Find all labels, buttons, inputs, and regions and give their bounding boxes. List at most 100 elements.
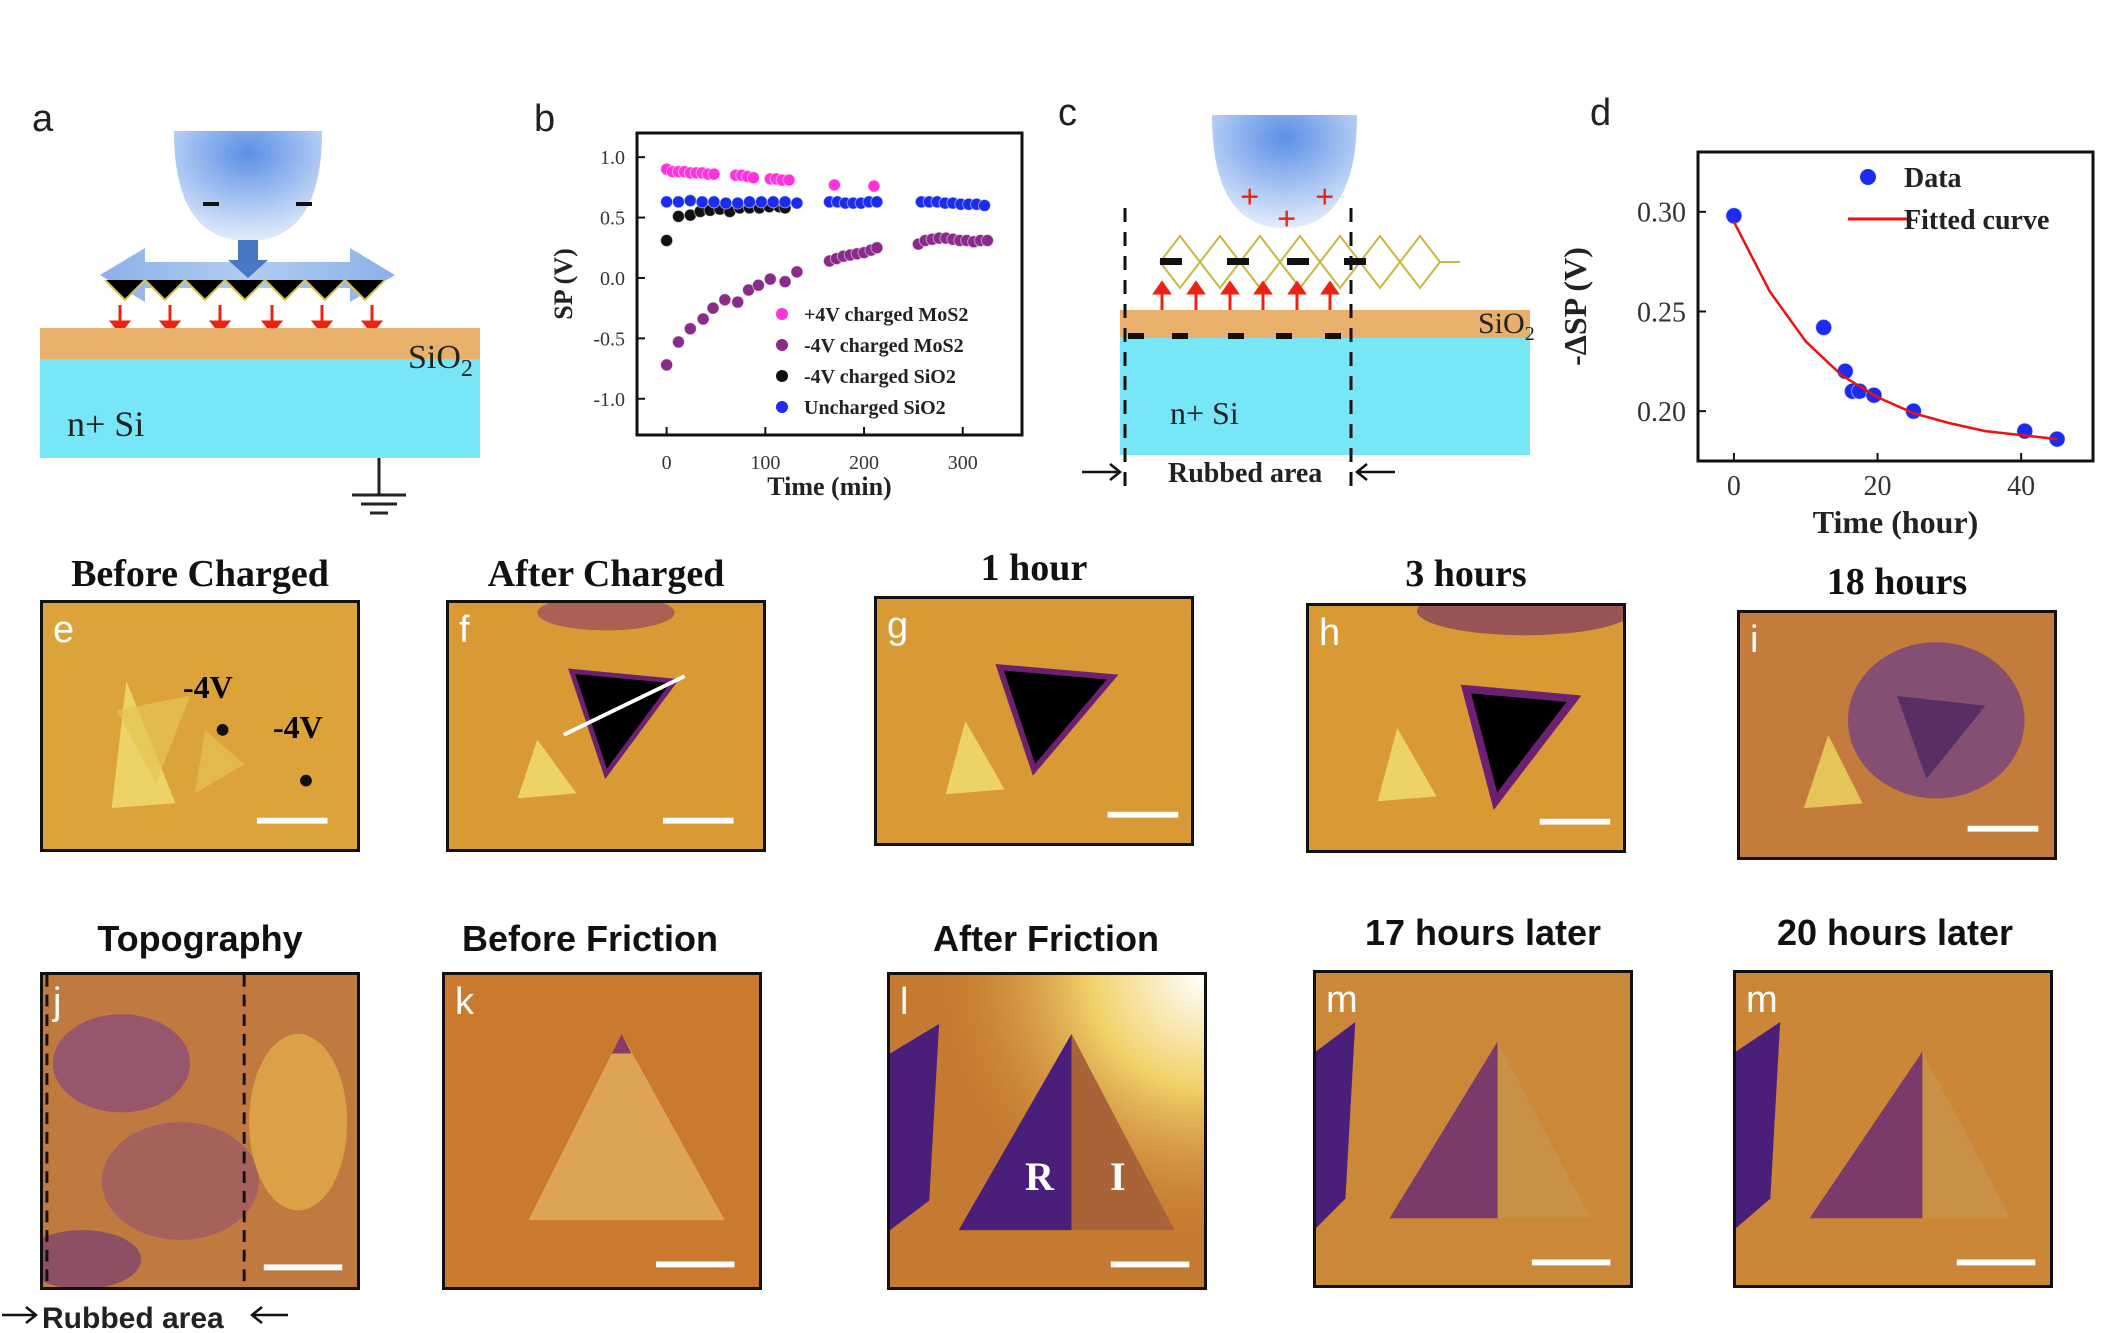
- y-tick-label: 0.5: [600, 208, 625, 230]
- data-point: [1725, 207, 1743, 225]
- x-tick-label: 0: [1727, 471, 1741, 502]
- legend-marker: [776, 370, 788, 382]
- legend-label: -4V charged MoS2: [804, 335, 964, 357]
- title-h: 3 hours: [1405, 553, 1527, 595]
- plot-frame: [635, 131, 1024, 437]
- sio2-label: SiO2: [408, 339, 473, 382]
- rubbed-area-label: Rubbed area: [1168, 458, 1322, 489]
- arrow-icons: [1082, 463, 1395, 481]
- data-point: [763, 272, 777, 286]
- data-point: [782, 173, 796, 187]
- panel-label-f: f: [459, 609, 470, 651]
- y-tick-label: -1.0: [593, 389, 625, 411]
- data-point: [1815, 318, 1833, 336]
- panel-label-i: i: [1750, 619, 1759, 661]
- data-point: [867, 179, 881, 193]
- x-axis-label: Time (min): [767, 472, 891, 501]
- afm-tip: [174, 131, 322, 241]
- legend-label: -4V charged SiO2: [804, 366, 956, 388]
- title-f: After Charged: [487, 553, 725, 595]
- down-arrow-icon: [228, 240, 268, 278]
- panel-label-g: g: [887, 605, 909, 647]
- legend-label: Uncharged SiO2: [804, 397, 946, 419]
- kpfm-image-e: e -4V -4V: [40, 600, 360, 852]
- title-j: Topography: [97, 918, 303, 959]
- data-point: [778, 275, 792, 289]
- mos2-lattice: [104, 278, 386, 302]
- data-point: [696, 312, 710, 326]
- data-point: [731, 295, 745, 309]
- data-point: [683, 322, 697, 336]
- x-axis-label: Time (hour): [1813, 504, 1979, 540]
- sio2-label: SiO2: [1478, 307, 1535, 345]
- tip-negative-charge: [203, 202, 219, 206]
- data-point: [746, 171, 760, 185]
- data-point: [751, 278, 765, 292]
- sio2-layer: [40, 328, 480, 359]
- title-k: Before Friction: [461, 918, 719, 959]
- x-tick-label: 0: [662, 452, 672, 474]
- chart-d: 0 20 40 0.20 0.25 0.30 Time (hour) -ΔSP (V) Data…: [1557, 150, 2095, 540]
- trapped-negative-charges: [1128, 333, 1341, 339]
- legend-label: Fitted curve: [1904, 205, 2049, 236]
- fit-curve-line: [1732, 221, 2058, 441]
- schematic-c: + + + SiO2 n+ Si Rubbed area: [1082, 115, 1535, 492]
- kpfm-image-l: l R I: [887, 972, 1207, 1290]
- legend-marker: [1860, 169, 1876, 185]
- x-tick-label: 100: [750, 452, 780, 474]
- data-point: [827, 178, 841, 192]
- rubbed-area-label: Rubbed area: [42, 1302, 224, 1333]
- x-tick-label: 40: [2007, 471, 2035, 502]
- tip-positive-charge: +: [1277, 201, 1296, 238]
- ground-icon: [352, 458, 406, 515]
- panel-label-a: a: [32, 98, 54, 140]
- panel-label-d: d: [1590, 92, 1612, 134]
- si-label: n+ Si: [1170, 395, 1239, 431]
- topography-image-j: j: [40, 972, 360, 1290]
- tip-positive-charge: +: [1240, 179, 1259, 216]
- kpfm-image-g: g: [874, 596, 1194, 846]
- schematic-a: SiO2 n+ Si: [40, 131, 480, 515]
- x-tick-label: 20: [1864, 471, 1892, 502]
- si-substrate: [40, 359, 480, 458]
- kpfm-image-m2: m: [1733, 970, 2053, 1288]
- si-label: n+ Si: [67, 404, 144, 444]
- title-m: 17 hours later: [1364, 912, 1602, 953]
- legend-label: Data: [1904, 163, 1962, 194]
- title-g: 1 hour: [980, 547, 1088, 589]
- kpfm-image-k: k: [442, 972, 762, 1290]
- tip-positive-charge: +: [1315, 179, 1334, 216]
- data-point: [790, 265, 804, 279]
- x-tick-label: 200: [849, 452, 879, 474]
- data-point: [870, 195, 884, 209]
- panel-label-j: j: [53, 981, 62, 1023]
- panel-label-l: l: [900, 981, 909, 1023]
- bias-annotation: -4V: [183, 669, 233, 705]
- title-i: 18 hours: [1826, 561, 1968, 603]
- panel-label-e: e: [53, 609, 75, 651]
- data-point: [718, 293, 732, 307]
- data-point: [706, 301, 720, 315]
- intact-region-label: I: [1110, 1154, 1126, 1199]
- kpfm-image-f: f: [446, 600, 766, 852]
- kpfm-image-m: m: [1313, 970, 1633, 1288]
- title-e: Before Charged: [71, 553, 329, 595]
- y-axis-label: SP (V): [549, 248, 578, 320]
- plot-frame: [1696, 150, 2095, 463]
- arrow-icons: [2, 1306, 288, 1324]
- data-point: [707, 167, 721, 181]
- x-tick-label: 300: [948, 452, 978, 474]
- legend-marker: [776, 308, 788, 320]
- panel-label-m: m: [1326, 979, 1358, 1021]
- data-point: [790, 196, 804, 210]
- afm-tip: [1212, 115, 1357, 228]
- field-arrows: [108, 305, 384, 335]
- y-tick-label: -0.5: [593, 328, 625, 350]
- chart-b: 0 100 200 300 1.0 0.5 0.0 -0.5 -1.0 Time (min) SP …: [549, 131, 1024, 501]
- tip-negative-charge: [296, 202, 312, 206]
- rubbed-region-label: R: [1025, 1154, 1054, 1199]
- data-point: [660, 358, 674, 372]
- y-tick-label: 0.25: [1637, 297, 1686, 328]
- title-m2: 20 hours later: [1776, 912, 2014, 953]
